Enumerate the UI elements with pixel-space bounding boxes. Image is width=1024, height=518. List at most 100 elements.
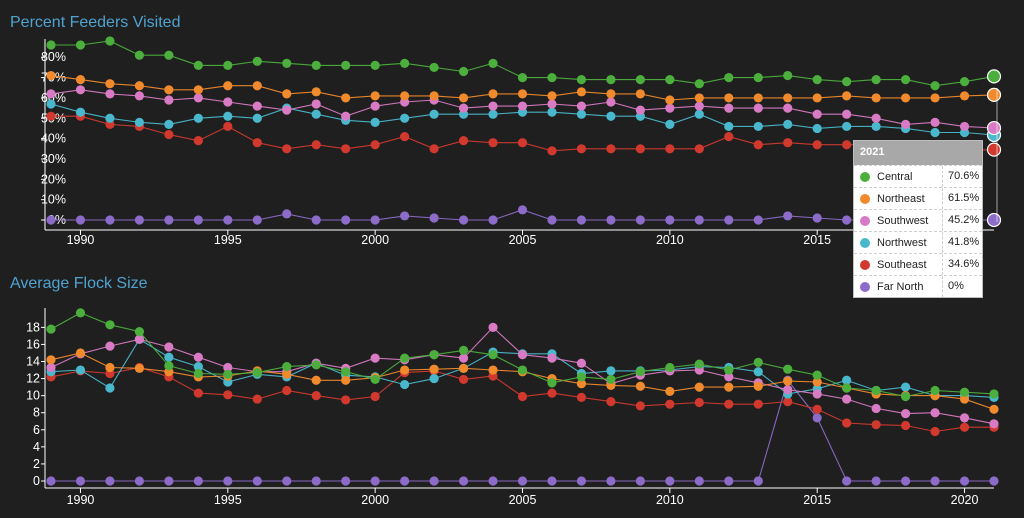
visited-point-northeast[interactable]	[458, 93, 469, 103]
flock-point-central[interactable]	[694, 359, 704, 369]
visited-point-northeast[interactable]	[871, 93, 881, 103]
visited-point-southeast[interactable]	[223, 121, 233, 132]
visited-point-northeast[interactable]	[900, 93, 911, 103]
flock-point-northeast[interactable]	[400, 365, 410, 375]
visited-point-northwest[interactable]	[370, 117, 380, 127]
visited-point-central[interactable]	[576, 75, 587, 85]
flock-point-far-north[interactable]	[458, 476, 469, 486]
visited-point-central[interactable]	[223, 60, 233, 70]
visited-point-central[interactable]	[400, 58, 410, 68]
visited-point-southwest[interactable]	[694, 101, 704, 111]
flock-point-northeast[interactable]	[134, 363, 145, 373]
flock-point-central[interactable]	[724, 365, 734, 375]
visited-point-far-north[interactable]	[694, 215, 704, 225]
visited-point-southeast[interactable]	[282, 144, 292, 154]
flock-point-northeast[interactable]	[429, 364, 439, 374]
flock-point-far-north[interactable]	[223, 476, 233, 486]
visited-point-southwest[interactable]	[282, 105, 292, 115]
flock-point-northeast[interactable]	[488, 365, 498, 375]
visited-point-central[interactable]	[986, 69, 1002, 84]
visited-point-northwest[interactable]	[665, 119, 675, 129]
flock-point-southeast[interactable]	[547, 388, 557, 398]
visited-point-far-north[interactable]	[311, 215, 321, 225]
flock-point-southwest[interactable]	[989, 419, 999, 429]
visited-point-northeast[interactable]	[282, 89, 292, 99]
visited-point-southeast[interactable]	[164, 129, 174, 140]
flock-point-southeast[interactable]	[252, 394, 262, 404]
visited-point-northeast[interactable]	[488, 89, 498, 99]
visited-point-far-north[interactable]	[783, 211, 793, 221]
visited-point-central[interactable]	[458, 66, 469, 77]
visited-point-northwest[interactable]	[223, 111, 233, 121]
flock-point-central[interactable]	[105, 320, 115, 330]
visited-point-southeast[interactable]	[842, 140, 852, 150]
flock-point-southeast[interactable]	[223, 390, 233, 400]
flock-point-southeast[interactable]	[871, 420, 881, 430]
visited-point-southwest[interactable]	[842, 109, 852, 119]
visited-point-northeast[interactable]	[842, 91, 852, 101]
visited-point-far-north[interactable]	[812, 213, 822, 223]
flock-point-far-north[interactable]	[665, 476, 675, 486]
flock-point-southeast[interactable]	[842, 418, 852, 428]
visited-point-southwest[interactable]	[753, 103, 763, 113]
flock-point-central[interactable]	[606, 374, 616, 385]
flock-point-southwest[interactable]	[488, 322, 498, 332]
flock-point-far-north[interactable]	[871, 476, 881, 486]
visited-point-northwest[interactable]	[75, 107, 86, 117]
visited-point-central[interactable]	[193, 60, 203, 70]
flock-point-northeast[interactable]	[724, 382, 734, 392]
flock-point-far-north[interactable]	[429, 476, 439, 486]
visited-point-northeast[interactable]	[753, 93, 763, 103]
flock-point-central[interactable]	[547, 378, 557, 388]
flock-point-far-north[interactable]	[105, 476, 115, 486]
visited-point-northwest[interactable]	[193, 113, 203, 123]
visited-point-central[interactable]	[429, 62, 439, 73]
visited-point-northeast[interactable]	[46, 70, 56, 81]
visited-point-northeast[interactable]	[606, 89, 616, 99]
flock-point-southeast[interactable]	[458, 374, 469, 385]
flock-point-northwest[interactable]	[105, 383, 115, 393]
visited-point-far-north[interactable]	[400, 211, 410, 221]
flock-point-central[interactable]	[370, 374, 380, 385]
visited-point-southeast[interactable]	[724, 131, 734, 142]
flock-point-central[interactable]	[842, 383, 852, 393]
flock-point-central[interactable]	[576, 372, 587, 382]
flock-point-northeast[interactable]	[341, 375, 351, 385]
visited-point-far-north[interactable]	[517, 205, 528, 215]
visited-point-southwest[interactable]	[517, 101, 528, 111]
visited-point-southwest[interactable]	[75, 85, 86, 95]
visited-point-northwest[interactable]	[488, 109, 498, 119]
flock-point-central[interactable]	[812, 370, 822, 380]
flock-point-southwest[interactable]	[871, 403, 881, 414]
visited-point-far-north[interactable]	[193, 215, 203, 225]
visited-point-northwest[interactable]	[871, 121, 881, 132]
visited-point-northeast[interactable]	[311, 87, 321, 97]
visited-point-northeast[interactable]	[635, 89, 645, 99]
flock-point-far-north[interactable]	[753, 476, 763, 486]
visited-point-southwest[interactable]	[783, 103, 793, 113]
flock-point-southwest[interactable]	[959, 413, 970, 423]
flock-point-northwest[interactable]	[900, 382, 911, 392]
flock-point-northeast[interactable]	[959, 394, 970, 404]
visited-point-northeast[interactable]	[694, 93, 704, 103]
visited-point-northwest[interactable]	[547, 107, 557, 117]
flock-point-southeast[interactable]	[576, 392, 587, 402]
flock-point-southeast[interactable]	[311, 391, 321, 401]
visited-point-southeast[interactable]	[547, 146, 557, 156]
visited-point-central[interactable]	[547, 72, 557, 83]
flock-point-northwest[interactable]	[75, 365, 86, 375]
visited-point-far-north[interactable]	[46, 215, 56, 225]
flock-point-southeast[interactable]	[900, 420, 911, 431]
visited-point-far-north[interactable]	[986, 212, 1002, 228]
flock-point-far-north[interactable]	[400, 476, 410, 486]
visited-point-southwest[interactable]	[665, 103, 675, 113]
visited-point-southeast[interactable]	[606, 144, 616, 154]
visited-point-central[interactable]	[252, 56, 262, 66]
flock-point-far-north[interactable]	[134, 476, 145, 486]
flock-point-far-north[interactable]	[311, 476, 321, 486]
visited-point-southwest[interactable]	[576, 101, 587, 111]
flock-point-central[interactable]	[134, 327, 145, 337]
flock-point-southwest[interactable]	[193, 352, 203, 362]
flock-point-northeast[interactable]	[282, 369, 292, 379]
visited-point-northwest[interactable]	[252, 113, 262, 123]
